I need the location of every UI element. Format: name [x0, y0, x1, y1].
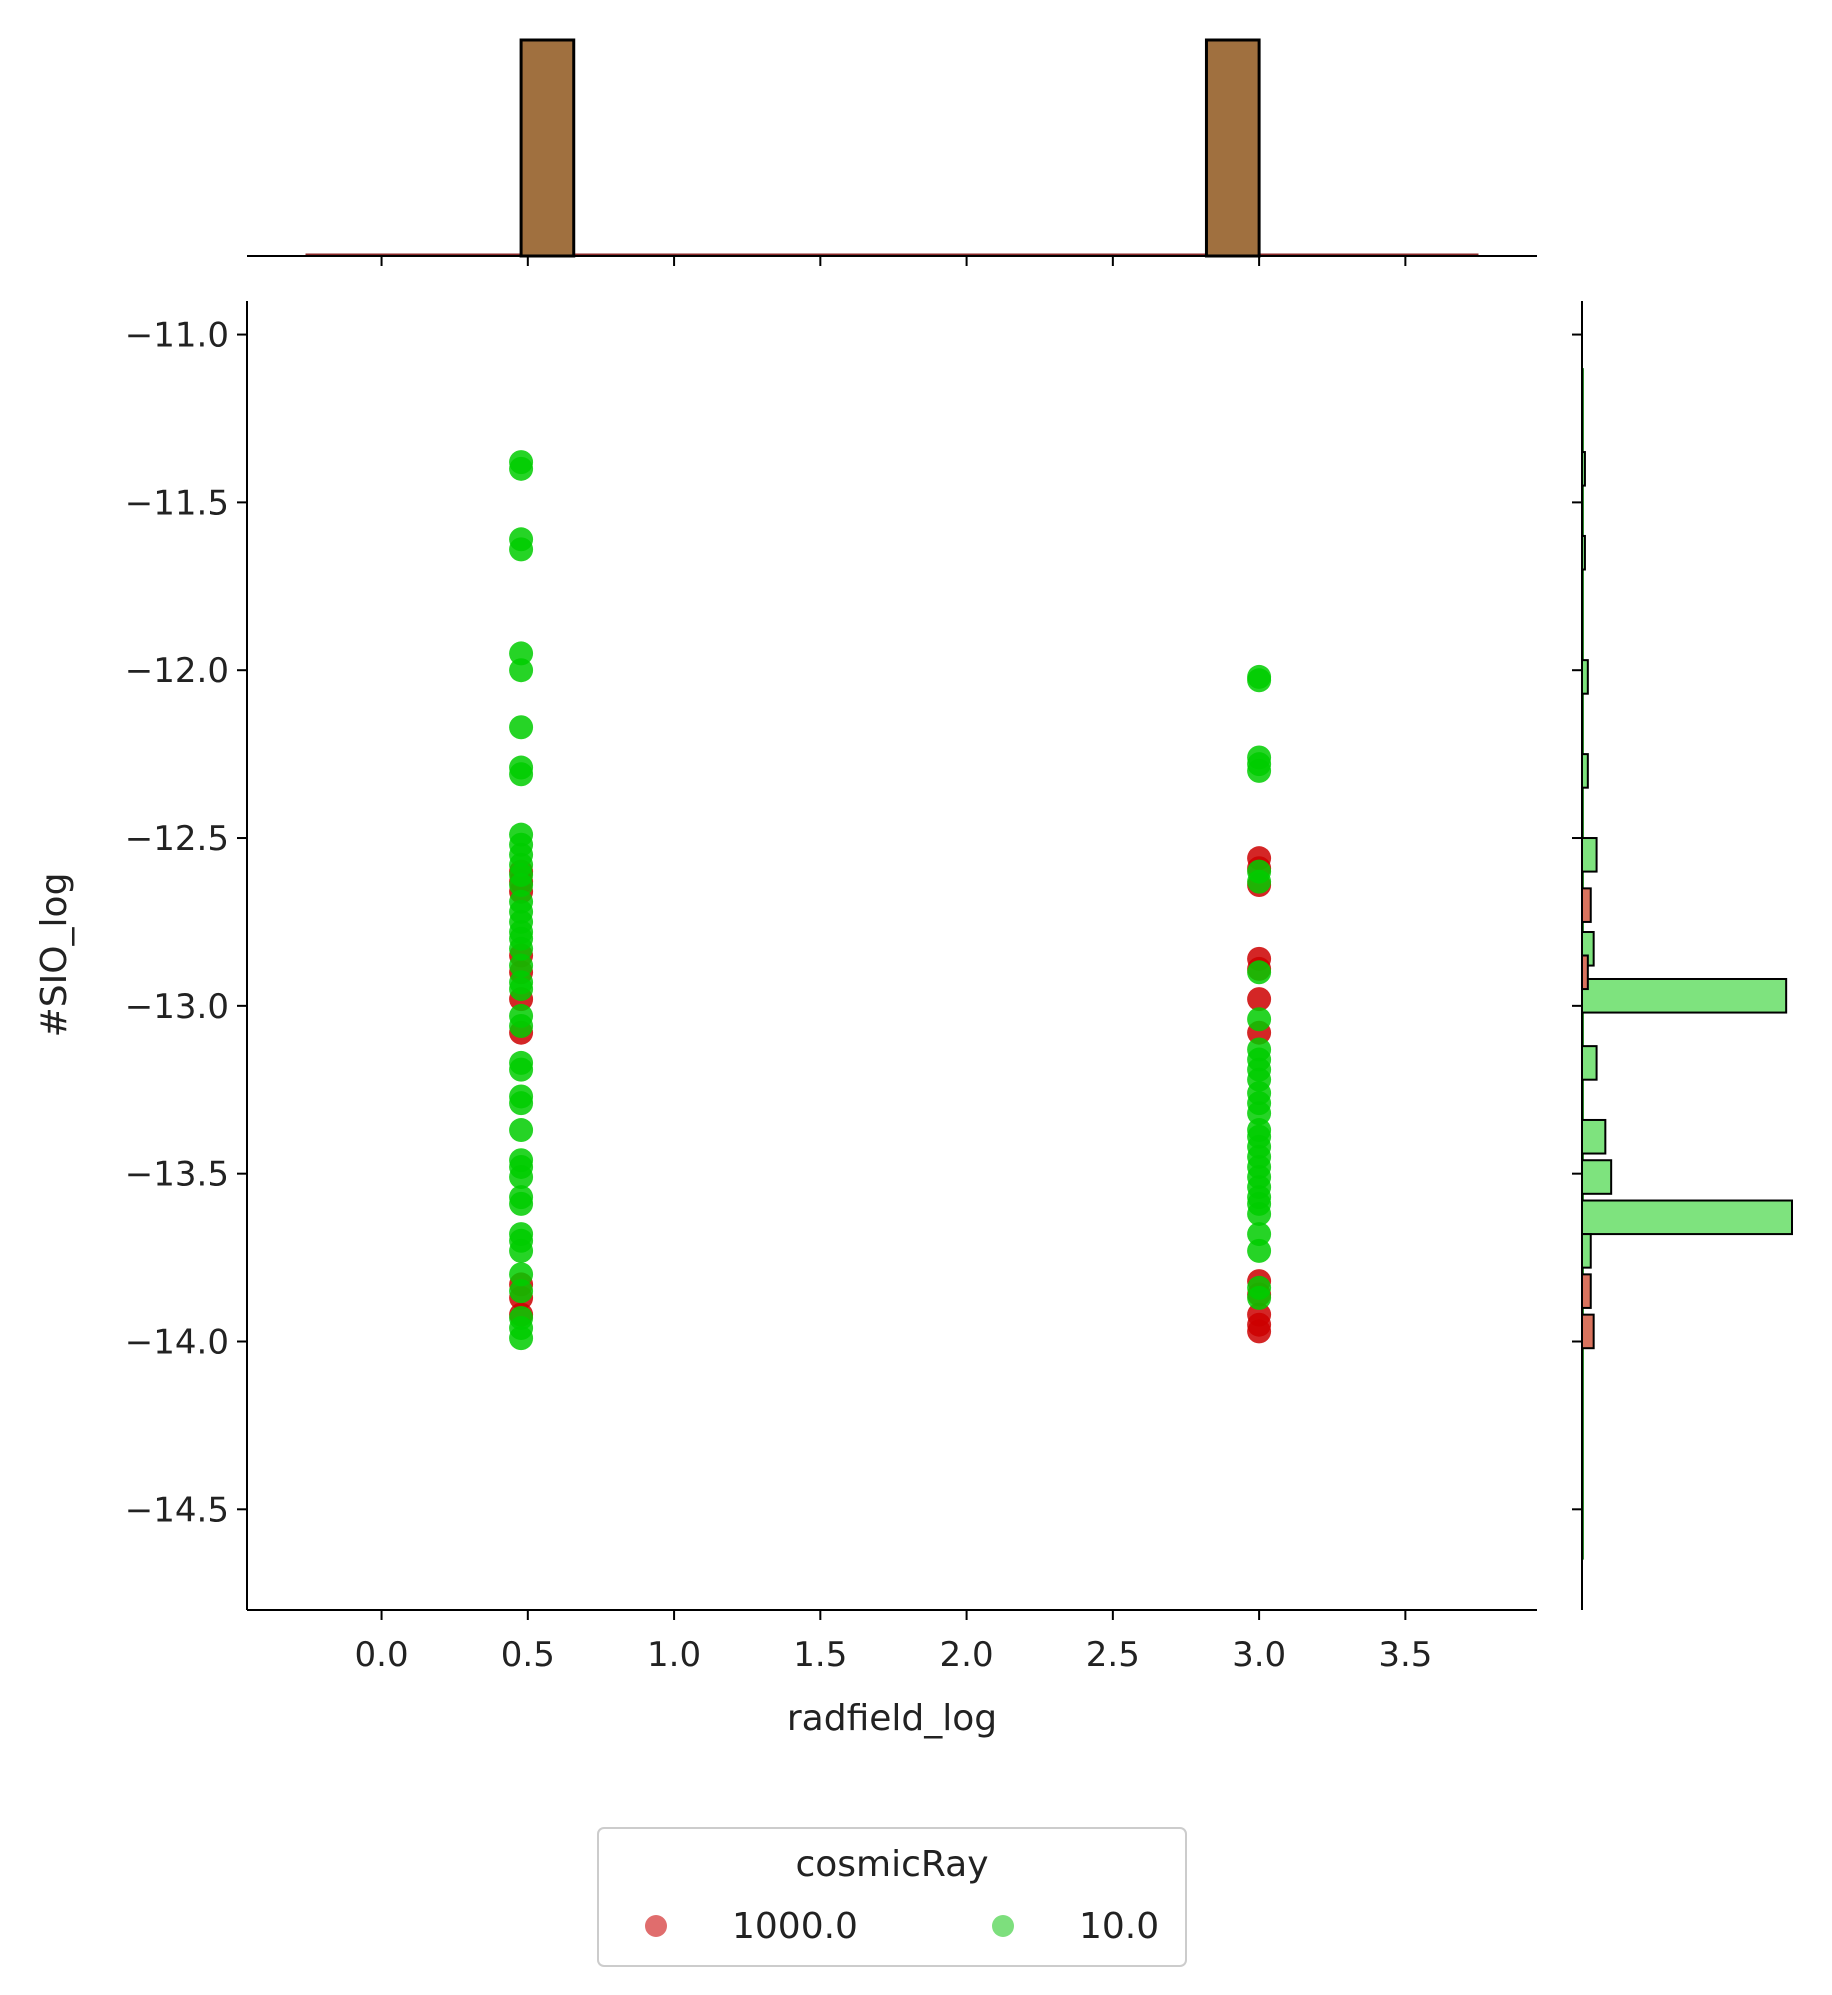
scatter-point: [509, 658, 534, 683]
y-tick-label: −13.0: [125, 987, 229, 1027]
x-tick-label: 1.5: [793, 1635, 847, 1675]
legend-label-1000: 1000.0: [732, 1906, 858, 1947]
scatter-point: [509, 641, 534, 666]
scatter-point: [1247, 1238, 1272, 1263]
x-tick-label: 3.0: [1232, 1635, 1286, 1675]
y-tick-label: −13.5: [125, 1155, 229, 1195]
legend: cosmicRay 1000.0 10.0: [597, 1827, 1187, 1967]
right-hist-bar: [1581, 887, 1592, 923]
scatter-point: [509, 1057, 534, 1082]
x-tick-label: 0.0: [355, 1635, 409, 1675]
scatter-point: [509, 762, 534, 787]
top-marginal-histogram: [247, 38, 1537, 266]
scatter-point: [509, 977, 534, 1002]
scatter-point: [1247, 1285, 1272, 1310]
right-hist-bar: [1581, 1045, 1598, 1081]
top-hist-bar: [1204, 38, 1261, 258]
right-hist-bar: [1581, 1118, 1607, 1155]
right-hist-bar: [1581, 837, 1598, 873]
scatter-point: [509, 456, 534, 481]
scatter-point: [509, 1326, 534, 1351]
scatter-point: [509, 1238, 534, 1263]
scatter-point: [1247, 1101, 1272, 1126]
x-axis-label: radfield_log: [787, 1698, 997, 1739]
scatter-point: [509, 873, 534, 898]
scatter-point: [1247, 960, 1272, 985]
scatter-point: [509, 1279, 534, 1304]
scatter-point: [509, 1091, 534, 1116]
x-tick-label: 2.0: [940, 1635, 994, 1675]
y-tick-label: −11.0: [125, 316, 229, 356]
scatter-point: [509, 1013, 534, 1038]
right-hist-bar: [1581, 1159, 1613, 1195]
scatter-point: [509, 537, 534, 562]
scatter-point: [509, 1191, 534, 1216]
right-hist-bar: [1581, 1273, 1592, 1309]
y-axis-ticks: −11.0 −11.5 −12.0 −12.5 −13.0 −13.5 −14.0 −14.5: [125, 316, 247, 1530]
scatter-point: [1247, 758, 1272, 783]
x-tick-label: 3.5: [1378, 1635, 1432, 1675]
y-tick-label: −11.5: [125, 483, 229, 523]
scatter-point: [1247, 668, 1272, 693]
x-axis-ticks: 0.0 0.5 1.0 1.5 2.0 2.5 3.0 3.5: [355, 1610, 1432, 1675]
y-tick-label: −14.5: [125, 1490, 229, 1530]
legend-title: cosmicRay: [795, 1844, 988, 1885]
right-hist-bar: [1581, 1313, 1595, 1350]
scatter-point: [509, 1165, 534, 1190]
right-hist-bar: [1581, 1233, 1592, 1269]
legend-marker-1000: [645, 1915, 667, 1937]
top-hist-bar: [519, 38, 576, 258]
scatter-point: [509, 936, 534, 961]
right-hist-bar: [1581, 1199, 1793, 1236]
x-tick-label: 1.0: [647, 1635, 701, 1675]
scatter-point: [1247, 1007, 1272, 1032]
y-tick-label: −12.5: [125, 819, 229, 859]
scatter-point: [509, 715, 534, 740]
legend-marker-10: [992, 1915, 1014, 1937]
scatter-point: [1247, 987, 1272, 1012]
x-tick-label: 0.5: [501, 1635, 555, 1675]
legend-frame: [597, 1827, 1187, 1967]
y-tick-label: −12.0: [125, 651, 229, 691]
right-hist-bar: [1581, 977, 1788, 1014]
right-marginal-histogram: [1572, 301, 1793, 1610]
y-tick-label: −14.0: [125, 1322, 229, 1362]
scatter-point: [1247, 1201, 1272, 1226]
y-axis-label: #SIO_log: [34, 873, 75, 1038]
scatter-point: [1247, 1319, 1272, 1344]
scatter-point: [509, 953, 534, 978]
scatter-axes: 0.0 0.5 1.0 1.5 2.0 2.5 3.0 3.5 −11.0 −11.5 −12.0…: [34, 301, 1537, 1739]
scatter-point: [509, 1118, 534, 1143]
scatter-point: [509, 1262, 534, 1287]
x-tick-label: 2.5: [1086, 1635, 1140, 1675]
scatter-point: [1247, 869, 1272, 894]
scatter-point: [1247, 1222, 1272, 1247]
scatter-points: [509, 450, 1272, 1351]
legend-label-10: 10.0: [1079, 1906, 1159, 1947]
